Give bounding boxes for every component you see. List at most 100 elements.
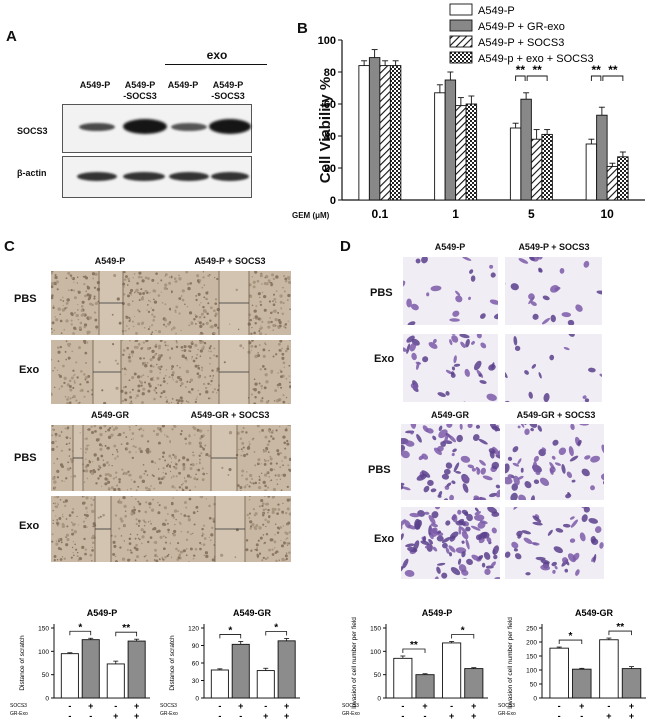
b-xtick-label: 10 <box>600 207 614 221</box>
small-sig-bracket <box>402 648 426 653</box>
small-bar <box>127 640 146 699</box>
scratch-image-a549p-socs3-pbs <box>171 271 291 335</box>
b-bar <box>434 92 446 201</box>
socs3-sign: - <box>607 701 610 711</box>
small-bar <box>210 669 229 699</box>
small-ytick-label: 50 <box>374 672 382 679</box>
socs3-sign: + <box>284 701 289 711</box>
scratch-image-a549p-pbs <box>51 271 171 335</box>
d-row-label-exo-2: Exo <box>374 533 395 545</box>
b-sig-label: ** <box>532 63 542 77</box>
small-sig-label: ** <box>122 623 130 634</box>
grexo-sign: + <box>113 711 118 721</box>
grexo-sign: - <box>218 711 221 721</box>
b-bar <box>444 79 457 201</box>
b-ylabel: Cell Viability % <box>317 77 334 183</box>
small-ytick-label: 100 <box>526 668 537 675</box>
small-chart-title: A549-P <box>422 608 453 618</box>
small-bar <box>60 653 79 699</box>
grexo-sign: - <box>89 711 92 721</box>
scratch-image-a549gr-pbs <box>51 425 171 491</box>
b-bar <box>585 143 598 201</box>
small-ytick-label: 100 <box>38 649 49 656</box>
small-sig-label: * <box>78 622 82 633</box>
grexo-sign: - <box>401 711 404 721</box>
small-bar <box>621 668 642 699</box>
small-bar <box>599 639 619 699</box>
small-chart-title: A549-GR <box>575 608 614 618</box>
socs3-sign: - <box>558 701 561 711</box>
c-col-label-3: A549-GR <box>90 410 129 420</box>
d-a549gr-chart: A549-GR Invasion of cell number per field… <box>498 608 646 721</box>
small-sig-label: ** <box>410 640 418 651</box>
b-legend-swatch <box>449 19 473 32</box>
blot-row-label-socs3: SOCS3 <box>17 126 48 136</box>
small-row-label-socs3: SOCS3 <box>160 703 177 709</box>
small-bar <box>549 647 569 699</box>
socs3-sign: + <box>238 701 243 711</box>
small-row-label-socs3: SOCS3 <box>498 703 515 709</box>
grexo-sign: + <box>449 711 454 721</box>
lane-label-2: A549-P -SOCS3 <box>123 80 157 101</box>
d-row-label-pbs-2: PBS <box>368 464 391 476</box>
actin-blot <box>62 156 252 198</box>
c-row-label-pbs-2: PBS <box>14 452 37 464</box>
scratch-image-a549p-socs3-exo <box>171 340 291 404</box>
small-ytick-label: 120 <box>188 626 199 633</box>
lane-label-1: A549-P <box>79 80 111 90</box>
grexo-sign: + <box>263 711 268 721</box>
socs3-sign: - <box>401 701 404 711</box>
b-legend-label: A549-P + GR-exo <box>478 21 565 33</box>
d-row-label-exo: Exo <box>374 353 395 365</box>
invasion-image-a549gr-pbs <box>401 424 500 500</box>
small-bar <box>415 674 435 699</box>
socs3-sign: + <box>88 701 93 711</box>
d-col-label-3: A549-GR <box>430 410 469 420</box>
small-sig-label: * <box>569 631 573 642</box>
grexo-sign: + <box>629 711 634 721</box>
scratch-image-a549gr-socs3-pbs <box>171 425 291 491</box>
invasion-image-a549gr-socs3-pbs <box>505 424 604 500</box>
small-chart-ylabel: Invasion of cell number per field <box>507 617 514 709</box>
d-col-label-4: A549-GR + SOCS3 <box>516 410 596 420</box>
c-row-label-pbs: PBS <box>14 293 37 305</box>
b-ytick-label: 40 <box>324 131 336 143</box>
b-bar <box>596 114 608 201</box>
grexo-sign: + <box>606 711 611 721</box>
b-ytick-label: 100 <box>318 35 336 47</box>
small-sig-bracket <box>608 630 632 636</box>
small-ytick-label: 30 <box>192 678 200 685</box>
b-sig-label: ** <box>608 63 618 77</box>
grexo-sign: + <box>134 711 139 721</box>
small-ytick-label: 50 <box>530 682 538 689</box>
c-col-label-2: A549-P + SOCS3 <box>194 256 266 266</box>
b-bar <box>379 65 391 201</box>
small-row-label-grexo: GR-Exo <box>10 711 28 717</box>
small-row-label-grexo: GR-Exo <box>498 711 516 717</box>
socs3-sign: + <box>471 701 476 711</box>
b-bar <box>465 103 478 201</box>
b-legend-swatch <box>449 51 473 64</box>
invasion-image-a549p-socs3-pbs <box>505 257 602 325</box>
small-row-label-socs3: SOCS3 <box>342 703 359 709</box>
grexo-sign: - <box>580 711 583 721</box>
panel-d-letter: D <box>340 238 351 255</box>
small-sig-label: * <box>461 626 465 637</box>
b-bar <box>530 138 543 201</box>
small-ytick-label: 60 <box>192 661 200 668</box>
b-ytick-label: 20 <box>324 163 336 175</box>
panel-a-letter: A <box>6 28 17 45</box>
small-sig-bracket <box>451 634 475 639</box>
small-sig-label: * <box>228 625 232 636</box>
b-sig-bracket <box>602 75 624 81</box>
grexo-sign: + <box>471 711 476 721</box>
b-sig-bracket <box>515 75 526 81</box>
c-col-label-4: A549-GR + SOCS3 <box>190 410 270 420</box>
socs3-sign: + <box>422 701 427 711</box>
b-bar <box>541 133 553 201</box>
exo-bracket-line <box>165 64 267 65</box>
small-bar <box>231 643 250 699</box>
small-ytick-label: 150 <box>370 626 381 633</box>
socs3-sign: - <box>114 701 117 711</box>
small-sig-bracket <box>115 631 138 637</box>
